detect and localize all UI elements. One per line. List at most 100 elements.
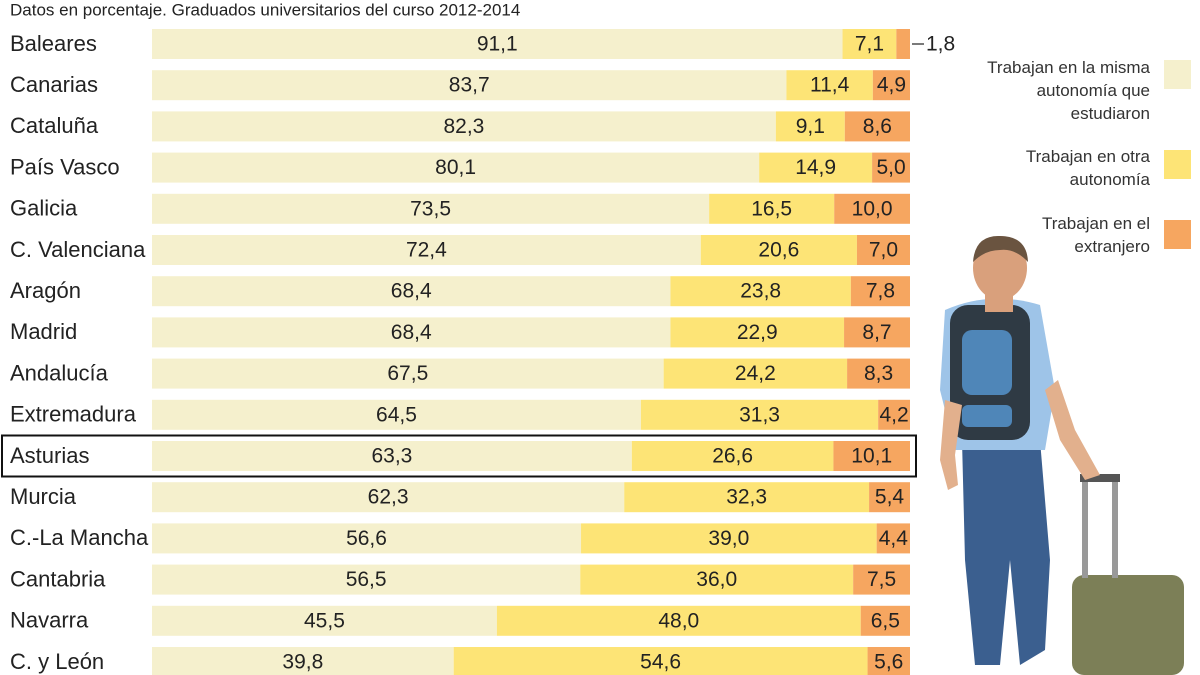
illustration <box>940 235 1184 675</box>
value-label: 80,1 <box>435 156 476 179</box>
bar-segment <box>867 647 910 675</box>
category-label: País Vasco <box>10 154 120 179</box>
bar-segment <box>869 482 910 513</box>
bar-segment <box>453 647 868 675</box>
bar-segment <box>152 482 625 513</box>
legend-swatch <box>1164 220 1191 249</box>
value-label: 63,3 <box>371 445 412 468</box>
bar-segment <box>833 441 910 471</box>
bar-segment <box>853 564 910 595</box>
value-label: 4,9 <box>877 74 906 97</box>
value-label: 14,9 <box>795 156 836 179</box>
bar-segment <box>631 441 834 471</box>
bar-segment <box>152 358 664 389</box>
bar-segment <box>152 152 760 183</box>
value-label: 4,2 <box>879 403 908 426</box>
bar-segment <box>152 564 581 595</box>
bar-segment <box>152 193 710 224</box>
value-label: 5,6 <box>874 651 903 674</box>
category-label: Cataluña <box>10 113 99 138</box>
value-label: 73,5 <box>410 197 451 220</box>
category-label: Cantabria <box>10 566 106 591</box>
bar-segment <box>152 441 632 471</box>
value-label: 7,5 <box>867 568 896 591</box>
category-label: C. Valenciana <box>10 237 146 262</box>
value-label: 20,6 <box>758 239 799 262</box>
value-label: 48,0 <box>658 609 699 632</box>
bar-segment <box>152 276 671 307</box>
value-label: 10,0 <box>852 197 893 220</box>
category-label: Navarra <box>10 608 89 633</box>
bar-segment <box>850 276 910 307</box>
value-label: 82,3 <box>443 115 484 138</box>
category-label: Madrid <box>10 319 77 344</box>
bar-segment <box>759 152 873 183</box>
bar-segment <box>152 235 701 265</box>
value-label: 54,6 <box>640 651 681 674</box>
category-label: C. y León <box>10 649 104 674</box>
legend-label: Trabajan en otra autonomía <box>1025 147 1150 189</box>
bar-segment <box>847 358 910 389</box>
value-label: 67,5 <box>387 362 428 385</box>
category-label: Aragón <box>10 278 81 303</box>
bar-segment <box>860 605 910 636</box>
bar-segment <box>152 70 787 101</box>
bar-segment <box>872 152 910 183</box>
category-label: Asturias <box>10 443 89 468</box>
value-label: 62,3 <box>368 486 409 509</box>
value-label: 32,3 <box>726 486 767 509</box>
bar-segment <box>700 235 857 265</box>
bar-segment <box>152 399 641 430</box>
value-label: 1,8 <box>926 33 955 56</box>
category-label: Murcia <box>10 484 77 509</box>
value-label: 31,3 <box>739 403 780 426</box>
legend-label: Trabajan en la misma autonomía que estud… <box>987 58 1150 123</box>
value-label: 24,2 <box>735 362 776 385</box>
value-label: 68,4 <box>391 321 432 344</box>
value-label: 16,5 <box>751 197 792 220</box>
value-label: 64,5 <box>376 403 417 426</box>
legend-swatch <box>1164 60 1191 89</box>
value-label: 39,0 <box>708 527 749 550</box>
bar-segment <box>152 523 582 554</box>
bar-segment <box>496 605 861 636</box>
value-label: 83,7 <box>449 74 490 97</box>
value-label: 23,8 <box>740 280 781 303</box>
bar-segment <box>856 235 910 265</box>
value-label: 7,8 <box>866 280 895 303</box>
value-label: 72,4 <box>406 239 447 262</box>
bar-segment <box>152 29 843 59</box>
category-label: Baleares <box>10 31 97 56</box>
bar-segment <box>709 193 835 224</box>
bar-segment <box>896 29 910 59</box>
bar-segment <box>844 111 910 142</box>
value-label: 8,6 <box>863 115 892 138</box>
bar-segment <box>581 523 877 554</box>
category-label: Andalucía <box>10 360 109 385</box>
bar-segment <box>580 564 854 595</box>
value-label: 68,4 <box>391 280 432 303</box>
value-label: 22,9 <box>737 321 778 344</box>
value-label: 9,1 <box>796 115 825 138</box>
value-label: 8,7 <box>862 321 891 344</box>
category-label: Galicia <box>10 196 78 221</box>
value-label: 45,5 <box>304 609 345 632</box>
bar-segment <box>663 358 848 389</box>
bar-segment <box>834 193 910 224</box>
bar-segment <box>152 647 454 675</box>
category-label: C.-La Mancha <box>10 525 149 550</box>
subtitle: Datos en porcentaje. Graduados universit… <box>10 0 520 19</box>
value-label: 5,0 <box>876 156 905 179</box>
bar-segment <box>152 111 776 142</box>
bar-segment <box>670 317 845 348</box>
value-label: 36,0 <box>696 568 737 591</box>
bar-segment <box>640 399 879 430</box>
bar-segment <box>152 317 671 348</box>
value-label: 5,4 <box>875 486 905 509</box>
bar-segment <box>775 111 845 142</box>
bar-segment <box>872 70 910 101</box>
value-label: 39,8 <box>282 651 323 674</box>
bar-segment <box>152 605 497 636</box>
